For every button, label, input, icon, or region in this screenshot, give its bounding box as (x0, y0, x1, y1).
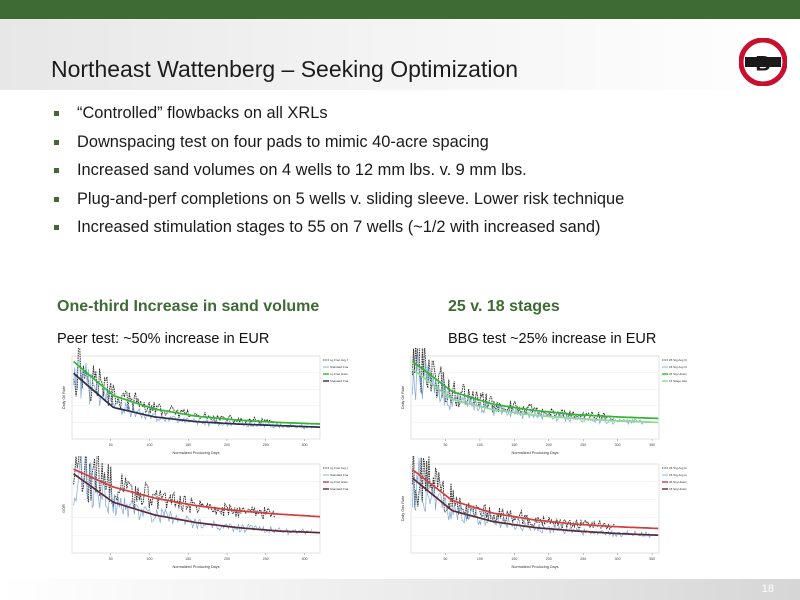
bullet-marker (54, 225, 59, 230)
right-chart-panel: 50 100 150 200 250 300 350 Normalized Producing… (397, 348, 687, 570)
data-series-line (411, 456, 615, 531)
legend-label: 25 Stg Avg Gas Rate (669, 466, 687, 470)
chart-right-gas: 50 100 150 200 250 300 350 Normalized Producing… (401, 456, 687, 569)
bullet-item: Downspacing test on four pads to mimic 4… (53, 133, 624, 162)
x-tick-label: 150 (511, 557, 517, 561)
legend-label: Lg Frac Avg Gas Rate (330, 466, 348, 470)
x-tick-label: 250 (263, 443, 269, 447)
bullet-list: “Controlled” flowbacks on all XRLs Downs… (53, 104, 624, 247)
chart-left-oil: 50 100 150 200 250 300 Normalized Producing Da… (62, 348, 348, 455)
left-section-heading: One-third Increase in sand volume (57, 298, 320, 315)
x-tick-label: 300 (615, 443, 621, 447)
legend-label: Standard Frac Avg Gas Rate (330, 473, 348, 477)
x-tick-label: 350 (649, 557, 655, 561)
fit-curve-line (411, 368, 659, 424)
bullet-item: “Controlled” flowbacks on all XRLs (53, 104, 624, 133)
bullet-text: Increased sand volumes on 4 wells to 12 … (77, 161, 527, 179)
fit-curve-line (73, 360, 321, 425)
bullet-item: Increased sand volumes on 4 wells to 12 … (53, 161, 624, 190)
fit-curve-line (411, 468, 659, 530)
legend-label: Lg Frac History Match (330, 372, 348, 376)
legend-label: Standard Frac History Match (330, 379, 348, 383)
logo-letter: B (755, 53, 770, 76)
x-tick-label: 50 (109, 557, 113, 561)
x-axis-label: Normalized Producing Days (511, 565, 558, 569)
legend-label: Standard Frac Avg Oil Rate (330, 365, 348, 369)
x-tick-label: 100 (147, 443, 153, 447)
footer-band (0, 579, 800, 600)
x-tick-label: 350 (649, 443, 655, 447)
x-axis-label: Normalized Producing Days (172, 451, 219, 455)
x-tick-label: 200 (546, 557, 552, 561)
legend-label: 18 Stg Avg Gas Rate (669, 473, 687, 477)
bullet-marker (54, 111, 59, 116)
x-tick-label: 200 (546, 443, 552, 447)
plot-area (71, 463, 321, 554)
x-tick-label: 100 (477, 557, 483, 561)
bullet-item: Increased stimulation stages to 55 on 7 … (53, 218, 624, 247)
bullet-text: “Controlled” flowbacks on all XRLs (77, 104, 328, 122)
x-tick-label: 250 (263, 557, 269, 561)
bullet-marker (54, 168, 59, 173)
top-accent-bar (0, 0, 800, 19)
x-axis-label: Normalized Producing Days (172, 565, 219, 569)
bullet-marker (54, 139, 59, 145)
bullet-text: Plug-and-perf completions on 5 wells v. … (77, 189, 625, 208)
legend-label: Lg Frac History Match (330, 480, 348, 484)
x-tick-label: 300 (302, 443, 308, 447)
y-axis-label: Daily Oil Rate (62, 386, 66, 409)
y-axis-label: Daily Gas Rate (401, 496, 405, 522)
legend-label: 18 Stage History Match (669, 379, 687, 383)
x-tick-label: 50 (443, 557, 447, 561)
bullet-item: Plug-and-perf completions on 5 wells v. … (53, 190, 624, 219)
x-tick-label: 50 (109, 443, 113, 447)
page-number: 18 (761, 583, 774, 595)
company-logo: B (739, 38, 787, 86)
bullet-marker (54, 196, 59, 202)
x-tick-label: 300 (615, 557, 621, 561)
right-section-note: BBG test ~25% increase in EUR (448, 331, 657, 347)
fit-curve-line (73, 468, 321, 518)
data-series-line (73, 348, 275, 425)
legend-label: 25 Stg History Match (669, 480, 687, 484)
x-tick-label: 150 (185, 557, 191, 561)
fit-curve-line (73, 372, 321, 429)
x-tick-label: 100 (477, 443, 483, 447)
left-chart-panel: 50 100 150 200 250 300 Normalized Producing Da… (58, 348, 348, 570)
bullet-text: Increased stimulation stages to 55 on 7 … (77, 218, 601, 236)
chart-right-oil: 50 100 150 200 250 300 350 Normalized Producing… (401, 348, 687, 455)
y-axis-label: GOR (62, 504, 66, 513)
fit-curve-line (73, 473, 321, 534)
x-tick-label: 250 (580, 443, 586, 447)
bullet-text: Downspacing test on four pads to mimic 4… (77, 132, 489, 151)
x-tick-label: 200 (224, 557, 230, 561)
legend-label: Lg Frac Avg Oil Rate (330, 358, 348, 362)
legend-label: 25 Stg Avg Oil Rate (669, 358, 687, 362)
x-tick-label: 150 (185, 443, 191, 447)
x-tick-label: 250 (580, 557, 586, 561)
legend-label: 18 Stg History Match (669, 487, 687, 491)
x-tick-label: 50 (443, 443, 447, 447)
y-axis-label: Daily Oil Rate (401, 386, 405, 409)
legend-label: 18 Stg Avg Oil Rate (669, 365, 687, 369)
fit-curve-line (411, 477, 659, 537)
legend-label: 25 Stg History Match (669, 372, 687, 376)
x-axis-label: Normalized Producing Days (511, 451, 558, 455)
slide-title: Northeast Wattenberg – Seeking Optimizat… (51, 56, 519, 82)
x-tick-label: 150 (511, 443, 517, 447)
chart-left-gor: 50 100 150 200 250 300 Normalized Producing Da… (62, 456, 348, 569)
data-series-line (412, 352, 651, 425)
x-tick-label: 300 (302, 557, 308, 561)
data-series-line (411, 348, 615, 421)
legend-label: Standard Frac History Match (330, 487, 348, 491)
x-tick-label: 100 (147, 557, 153, 561)
right-section-heading: 25 v. 18 stages (448, 298, 560, 315)
fit-curve-line (411, 360, 659, 420)
title-band (0, 19, 800, 90)
left-section-note: Peer test: ~50% increase in EUR (57, 331, 270, 347)
x-tick-label: 200 (224, 443, 230, 447)
